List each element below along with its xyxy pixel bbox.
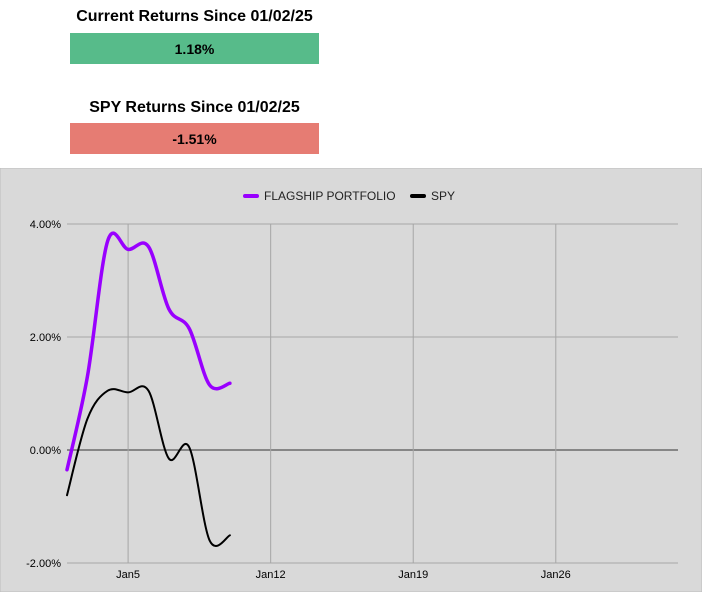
y-tick-label: 0.00% xyxy=(30,445,61,457)
x-tick-label: Jan5 xyxy=(116,569,140,581)
legend-label: SPY xyxy=(431,189,455,203)
y-tick-label: -2.00% xyxy=(26,558,61,570)
spy-returns-title: SPY Returns Since 01/02/25 xyxy=(89,99,300,116)
current-returns-value: 1.18% xyxy=(174,40,215,57)
legend-label: FLAGSHIP PORTFOLIO xyxy=(264,189,396,203)
y-tick-label: 4.00% xyxy=(30,219,61,231)
spy-returns-value-box: -1.51% xyxy=(70,123,319,154)
chart-background xyxy=(0,168,702,592)
x-tick-label: Jan26 xyxy=(541,569,571,581)
spy-returns-value: -1.51% xyxy=(172,130,217,147)
current-returns-value-box: 1.18% xyxy=(70,33,319,64)
series-line-spy xyxy=(66,385,231,547)
series-line-flagship-portfolio xyxy=(65,231,232,472)
x-tick-label: Jan12 xyxy=(256,569,286,581)
chart-svg: 4.00% 2.00% 0.00% -2.00% Jan5 Jan12 Jan19 Jan26… xyxy=(0,168,702,592)
y-tick-label: 2.00% xyxy=(30,332,61,344)
returns-line-chart: 4.00% 2.00% 0.00% -2.00% Jan5 Jan12 Jan19 Jan26… xyxy=(0,168,702,592)
x-tick-label: Jan19 xyxy=(398,569,428,581)
current-returns-title: Current Returns Since 01/02/25 xyxy=(76,8,313,25)
